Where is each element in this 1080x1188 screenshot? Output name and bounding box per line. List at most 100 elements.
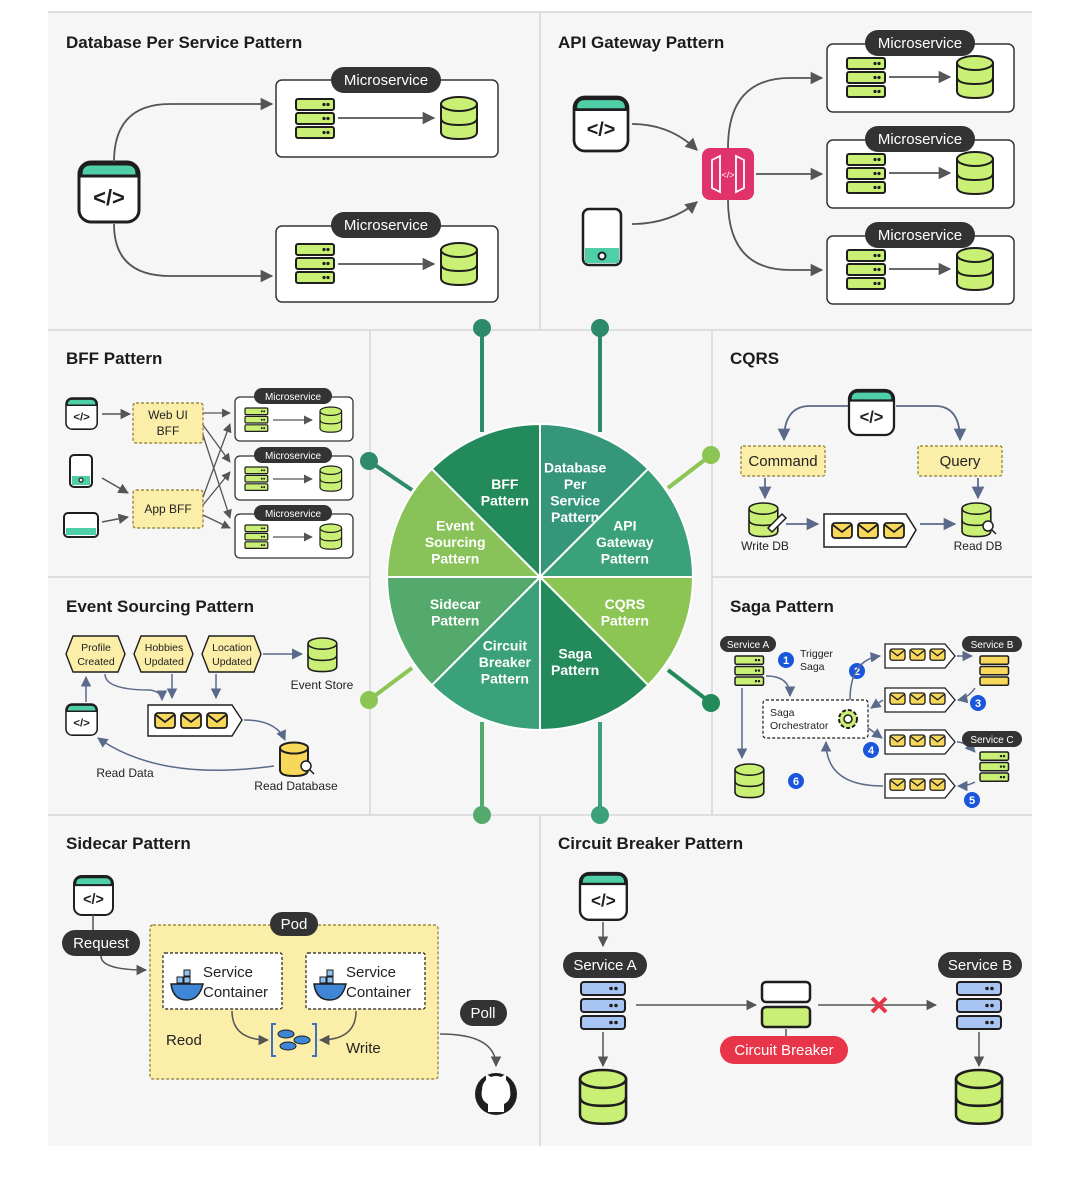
wheel-segment-label: Gateway [596, 534, 654, 550]
read-db-icon [961, 502, 992, 538]
wheel-segment-label: API [613, 517, 636, 533]
magnifier-icon [982, 520, 994, 532]
wheel-segment-label: Pattern [601, 550, 649, 566]
panel-api-gateway: API Gateway Pattern </> Microservice [558, 30, 1015, 305]
service-a-server [580, 981, 626, 1030]
wheel-segment [539, 422, 650, 580]
wheel-segment [537, 576, 695, 687]
app-bff-label: App BFF [144, 502, 191, 516]
wheel-segment-label: Breaker [479, 654, 532, 670]
wheel-segment [385, 576, 543, 687]
read-database-label: Read Database [254, 779, 338, 793]
event-label: Created [77, 656, 115, 668]
wheel-segment-label: Pattern [601, 612, 649, 628]
fail-cross-icon [870, 996, 888, 1014]
service-a-label: Service A [573, 957, 636, 974]
arrow [113, 223, 274, 283]
wheel-segment-label: BFF [491, 476, 519, 492]
panel-title: Saga Pattern [730, 597, 834, 616]
mobile-client-icon [69, 454, 93, 488]
wheel-segment-label: Pattern [481, 670, 529, 686]
wheel-segment-label: Pattern [551, 509, 599, 525]
microservice-pill [331, 67, 441, 93]
read-db-label: Read DB [954, 539, 1003, 553]
bff-microservice-1: Microservice [234, 388, 354, 442]
event-label: Updated [144, 656, 184, 668]
github-icon [475, 1073, 517, 1115]
command-label: Command [748, 453, 817, 470]
circuit-breaker-pill [720, 1036, 848, 1064]
database-icon [956, 55, 994, 99]
wheel-segment [430, 574, 541, 732]
service-a-label: Service A [727, 640, 770, 651]
server-icon [295, 243, 335, 284]
query-label: Query [940, 453, 981, 470]
step-number: 5 [969, 795, 975, 807]
wheel-segment-label: Circuit [483, 637, 528, 653]
panel-title: CQRS [730, 349, 779, 368]
gateway-icon: </> [702, 148, 754, 200]
panel-saga: Saga Pattern Service A 1 Trigger Saga Sa… [720, 597, 1022, 808]
event-label: Profile [81, 642, 111, 654]
event-store-icon [307, 637, 338, 673]
microservice-card-2: Microservice [826, 126, 1015, 209]
read-database-icon [279, 741, 315, 778]
client-code-icon [65, 703, 98, 736]
service-b-server [979, 655, 1010, 686]
read-label: Reod [166, 1032, 202, 1049]
microservice-label: Microservice [878, 131, 962, 148]
server-icon [295, 98, 335, 139]
poll-pill [460, 1000, 507, 1026]
database-icon [956, 247, 994, 291]
wheel-segment-label: Pattern [431, 612, 479, 628]
microservice-card-3: Microservice [826, 222, 1015, 305]
wheel-segment [539, 574, 650, 732]
saga-db-icon [734, 763, 765, 799]
microservice-label: Microservice [344, 217, 428, 234]
wheel-segment-label: Service [550, 492, 600, 508]
saga-orchestrator-box [762, 699, 869, 739]
microservice-pill [331, 212, 441, 238]
panel-event-sourcing: Event Sourcing Pattern Profile Created H… [65, 597, 354, 793]
panel-title: Circuit Breaker Pattern [558, 834, 743, 853]
request-pill [62, 930, 140, 956]
query-box [917, 445, 1003, 477]
write-label: Write [346, 1040, 381, 1057]
pod-label: Pod [281, 916, 308, 933]
microservice-label: Microservice [265, 509, 322, 520]
service-a-server [734, 655, 765, 686]
step-number: 1 [783, 655, 789, 667]
trigger-label: Trigger [800, 648, 833, 660]
wheel-segment [430, 422, 541, 580]
step-badge [778, 652, 794, 668]
svg-text:</>: </> [721, 170, 734, 180]
panel-bff: BFF Pattern Web UI BFF App BFF Microserv… [63, 349, 354, 559]
client-code-icon [847, 388, 896, 437]
database-icon [578, 1068, 628, 1126]
service-b-pill [938, 952, 1022, 978]
microservice-label: Microservice [344, 72, 428, 89]
app-bff-box [132, 489, 204, 529]
step-number: 2 [854, 666, 860, 678]
client-code-icon [77, 160, 141, 224]
database-icon [440, 242, 478, 286]
service-container-label: Container [203, 984, 268, 1001]
wheel-segment-label: Per [564, 476, 587, 492]
desktop-client-icon [63, 512, 99, 538]
microservice-label: Microservice [878, 35, 962, 52]
breaker-switch-icon [760, 980, 812, 1029]
event-hobbies-updated: Hobbies Updated [133, 635, 194, 673]
step-number: 4 [868, 745, 875, 757]
orchestrator-label: Orchestrator [770, 720, 829, 732]
database-icon [440, 96, 478, 140]
panel-title: Event Sourcing Pattern [66, 597, 254, 616]
trigger-label: Saga [800, 661, 825, 673]
microservice-card-1: Microservice [826, 30, 1015, 113]
web-ui-bff-box [132, 402, 204, 444]
wheel-segment-label: Event [436, 517, 474, 533]
service-b-server [956, 981, 1002, 1030]
request-label: Request [73, 935, 130, 952]
event-location-updated: Location Updated [201, 635, 262, 673]
wheel-segment-label: Saga [558, 646, 592, 662]
